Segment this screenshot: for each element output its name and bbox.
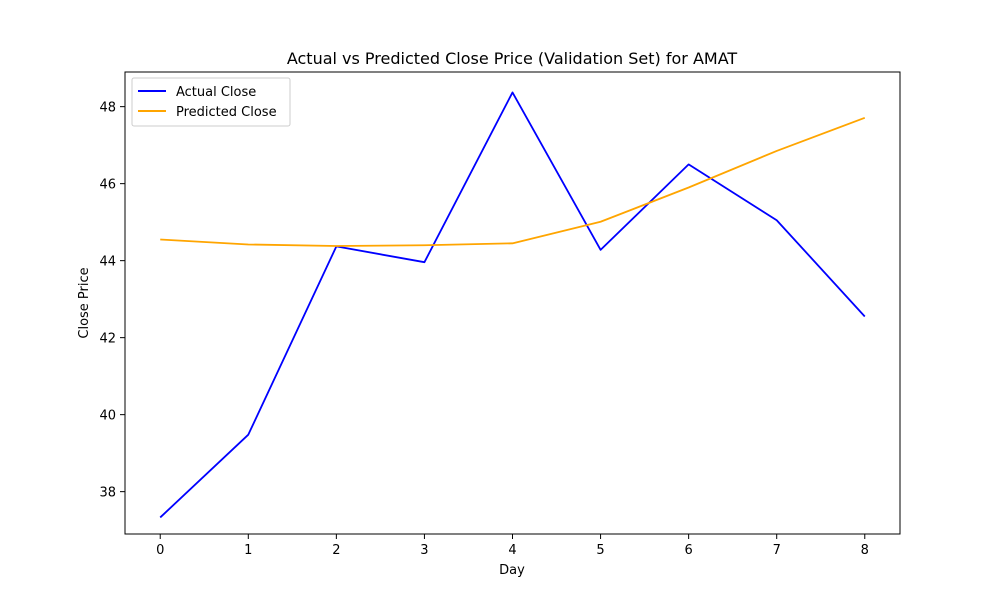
series-line-actual-close [159,91,866,519]
legend: Actual Close Predicted Close [131,77,291,127]
x-tick-label: 8 [861,543,869,558]
x-axis-label: Day [499,563,525,578]
legend-box [131,77,291,127]
series-line-predicted-close [160,116,866,247]
y-tick-label: 38 [99,486,116,501]
legend-label-predicted: Predicted Close [176,105,277,120]
plot-area [159,91,866,519]
legend-label-actual: Actual Close [176,85,256,100]
x-tick-label: 3 [420,543,428,558]
x-tick-label: 7 [773,543,781,558]
y-tick-label: 44 [99,255,116,270]
x-tick-label: 5 [596,543,604,558]
x-tick-label: 2 [332,543,340,558]
y-tick-label: 46 [99,178,116,193]
x-axis: 0 1 2 3 4 5 6 7 8 [156,534,869,558]
y-axis-label: Close Price [77,267,92,338]
y-axis: 38 40 42 44 46 48 [99,101,125,501]
x-tick-label: 0 [156,543,164,558]
x-tick-label: 1 [244,543,252,558]
y-tick-label: 48 [99,101,116,116]
x-tick-label: 6 [684,543,692,558]
x-tick-label: 4 [508,543,516,558]
y-tick-label: 42 [99,332,116,347]
plot-frame [124,71,901,535]
y-tick-label: 40 [99,409,116,424]
chart-title: Actual vs Predicted Close Price (Validat… [287,49,738,68]
